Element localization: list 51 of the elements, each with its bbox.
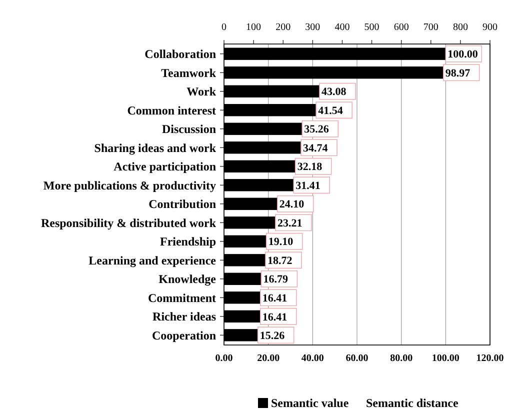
text: Semantic distance bbox=[366, 396, 459, 410]
x-tick-label: 0.00 bbox=[215, 353, 233, 364]
x2-tick-label: 400 bbox=[334, 22, 350, 33]
x-tick-label: 80.00 bbox=[390, 353, 413, 364]
text: 24.10 bbox=[279, 198, 304, 211]
y-tick-label: Learning and experience bbox=[88, 253, 217, 268]
x-tick-label: 120.00 bbox=[476, 353, 504, 364]
y-tick-label: Sharing ideas and work bbox=[94, 140, 216, 155]
y-tick-label: Common interest bbox=[127, 103, 216, 118]
text: 16.41 bbox=[262, 311, 288, 324]
y-tick-label: Responsibility & distributed work bbox=[40, 216, 216, 230]
y-tick-label: Friendship bbox=[160, 234, 216, 249]
text: 16.41 bbox=[262, 292, 288, 304]
x2-tick-label: 0 bbox=[222, 22, 226, 33]
y-tick-label: Teamwork bbox=[161, 66, 216, 80]
text: 18.72 bbox=[267, 254, 292, 267]
text: 43.08 bbox=[321, 86, 346, 98]
y-tick-label: Collaboration bbox=[144, 47, 216, 62]
y-tick-label: Richer ideas bbox=[152, 310, 216, 324]
x2-tick-label: 600 bbox=[394, 22, 409, 33]
text: 41.54 bbox=[318, 104, 343, 117]
text: 16.79 bbox=[263, 274, 288, 286]
x2-tick-label: 800 bbox=[452, 22, 468, 33]
x2-tick-label: 500 bbox=[364, 22, 380, 33]
text: 35.26 bbox=[304, 124, 329, 136]
x-tick-label: 20.00 bbox=[257, 353, 280, 364]
x-tick-label: 100.00 bbox=[432, 353, 460, 364]
text: 15.26 bbox=[260, 330, 285, 342]
y-tick-label: Cooperation bbox=[152, 328, 216, 342]
y-tick-label: Discussion bbox=[162, 122, 216, 136]
text: 31.41 bbox=[296, 180, 320, 192]
x2-tick-label: 100 bbox=[246, 22, 262, 33]
y-tick-label: Commitment bbox=[148, 290, 216, 305]
text: 98.97 bbox=[445, 67, 470, 80]
x2-tick-label: 200 bbox=[276, 22, 291, 33]
y-tick-label: Knowledge bbox=[158, 272, 217, 286]
x2-tick-label: 900 bbox=[482, 22, 498, 33]
text: 23.21 bbox=[277, 217, 302, 230]
text: 34.74 bbox=[303, 142, 328, 154]
x-tick-label: 40.00 bbox=[301, 353, 324, 364]
text: 19.10 bbox=[268, 236, 294, 248]
x2-tick-label: 300 bbox=[305, 22, 320, 33]
y-tick-label: Active participation bbox=[114, 160, 216, 174]
y-tick-label: Contribution bbox=[148, 197, 216, 212]
text: 100.00 bbox=[448, 48, 478, 61]
y-tick-label: Work bbox=[186, 84, 216, 99]
y-tick-label: More publications & productivity bbox=[43, 178, 216, 192]
legend-label: Semantic value bbox=[271, 396, 350, 410]
x-tick-label: 60.00 bbox=[346, 353, 368, 364]
x2-tick-label: 700 bbox=[423, 22, 438, 33]
text: 32.18 bbox=[297, 161, 322, 174]
